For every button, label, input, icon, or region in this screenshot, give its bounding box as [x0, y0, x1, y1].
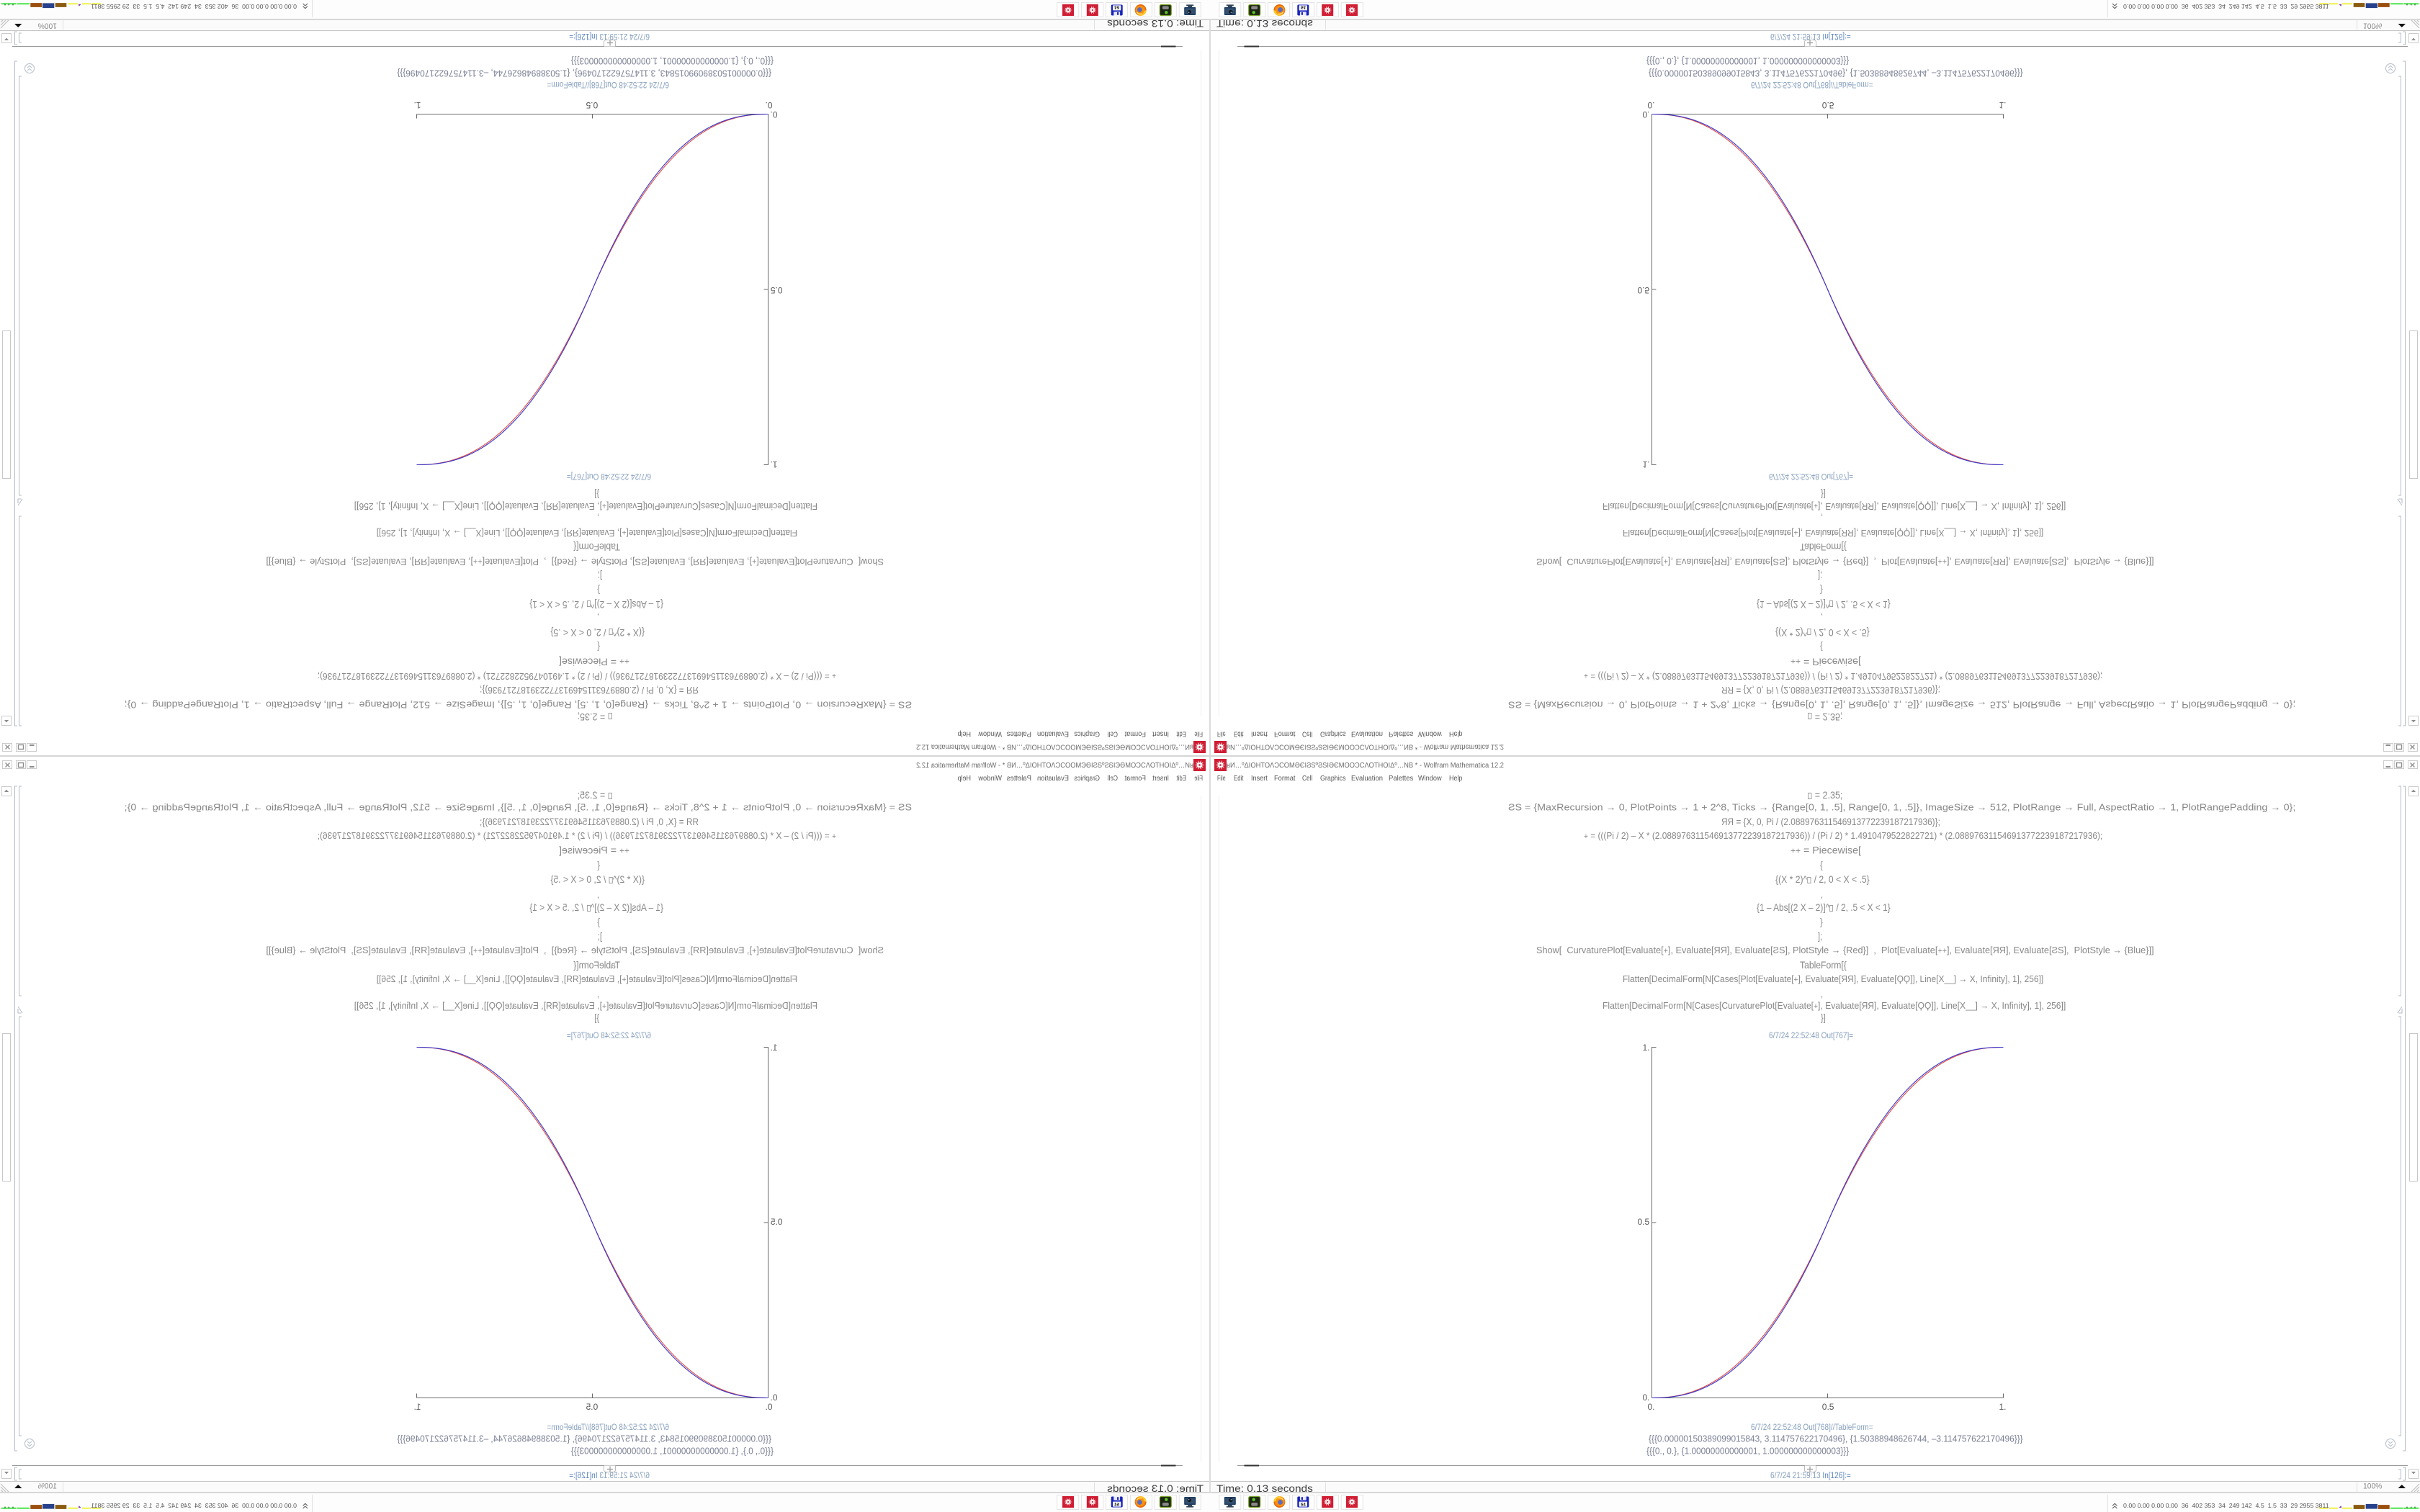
svg-text:64: 64 [1301, 1503, 1307, 1508]
svg-text:64: 64 [1114, 4, 1120, 9]
svg-text:64: 64 [1301, 4, 1307, 9]
svg-text:64: 64 [1114, 1503, 1120, 1508]
